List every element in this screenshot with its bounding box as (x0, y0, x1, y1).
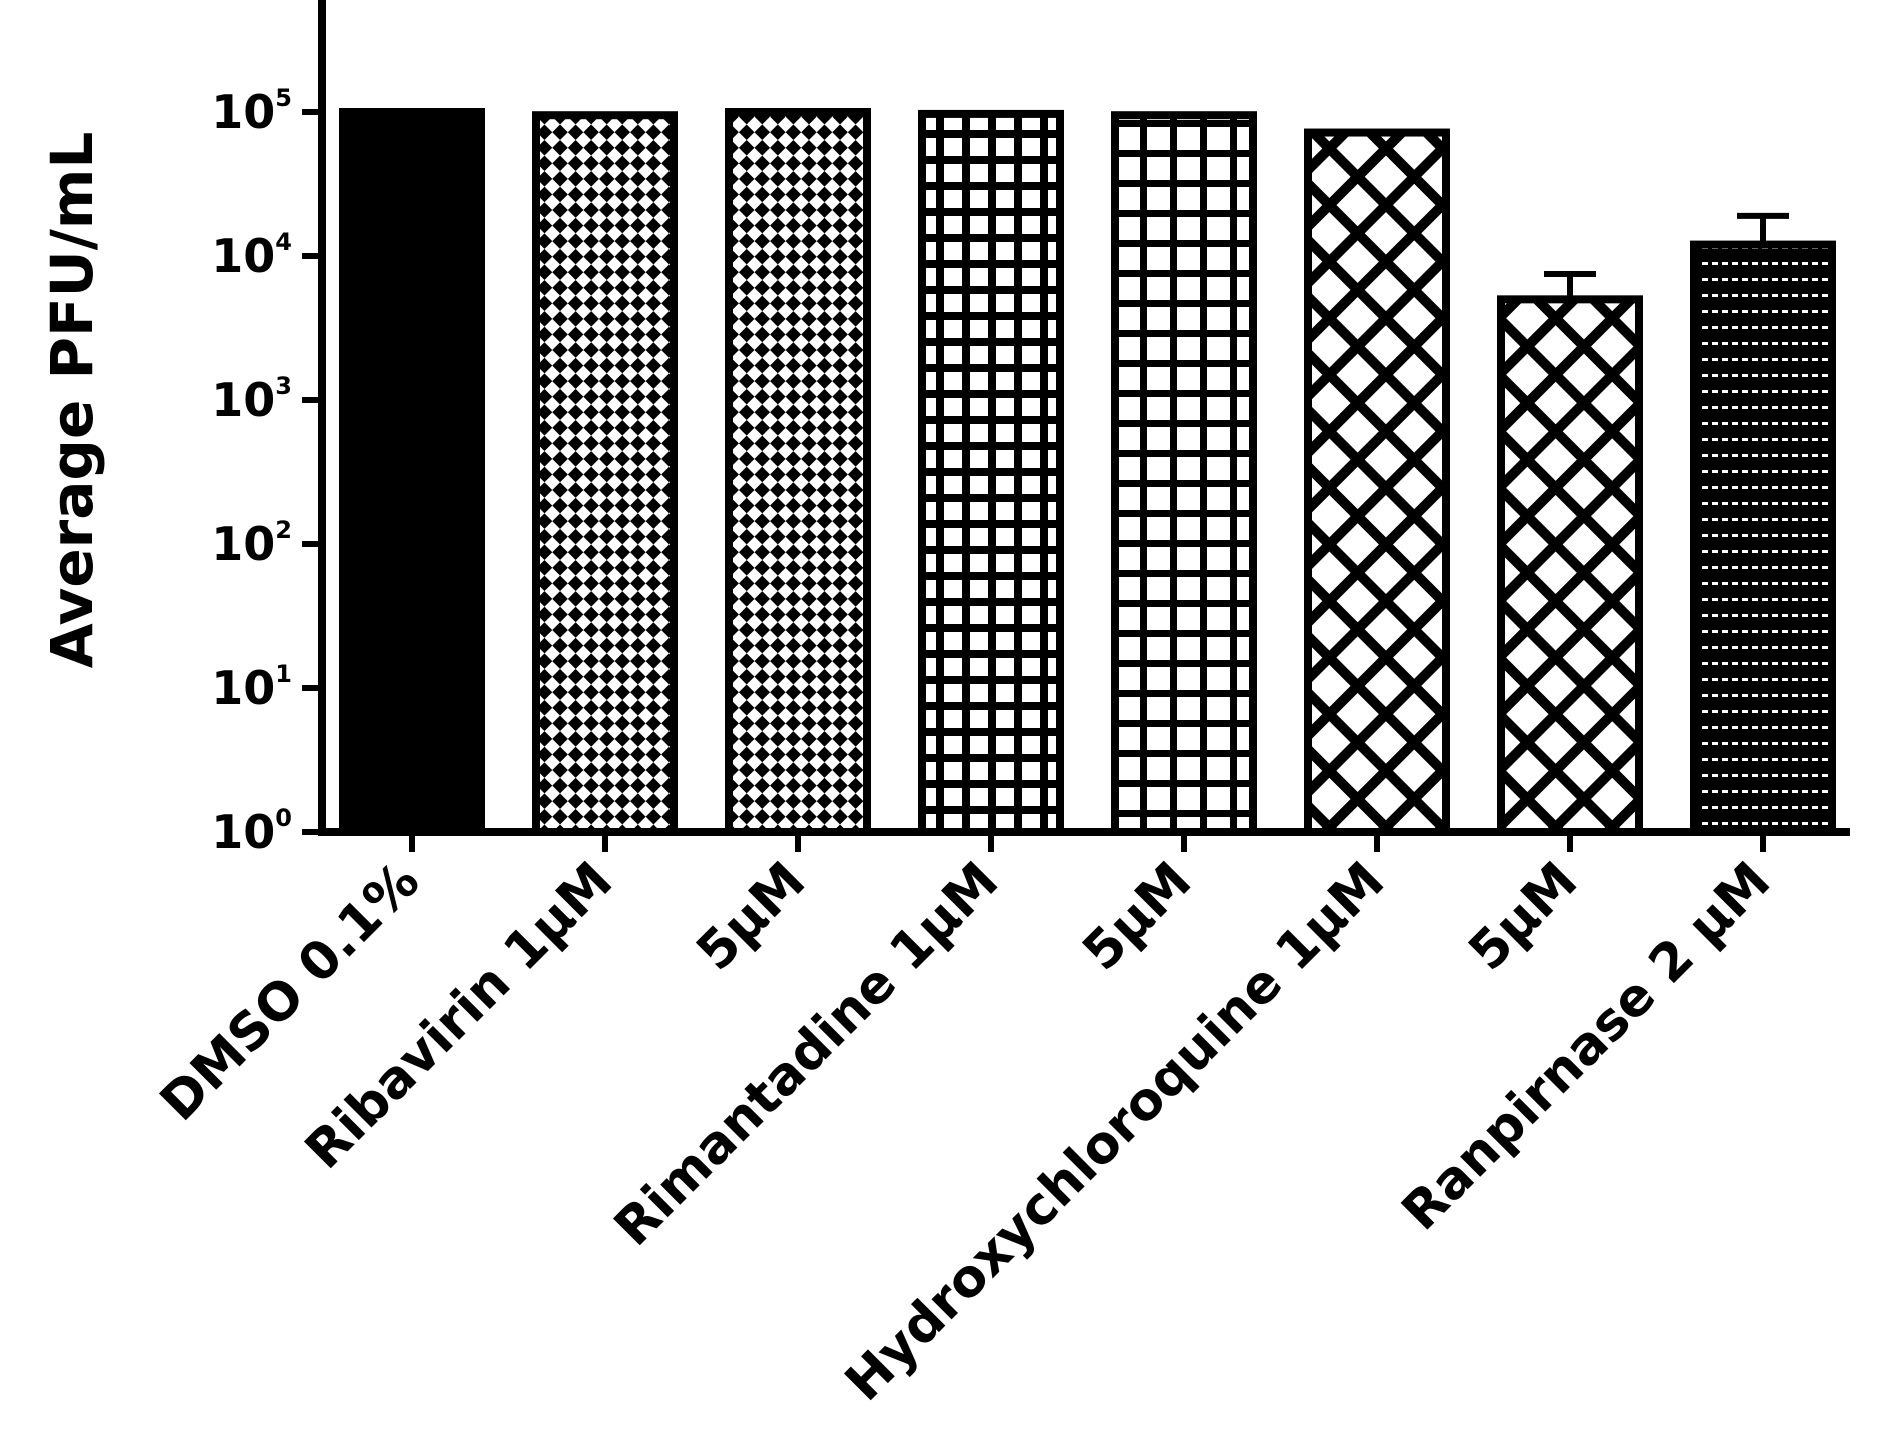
y-tick-exponent: 2 (275, 516, 292, 544)
bar (1111, 111, 1257, 836)
y-tick-base: 10 (211, 661, 275, 715)
y-tick-base: 10 (211, 229, 275, 283)
y-tick-exponent: 3 (275, 372, 292, 400)
bar (339, 108, 485, 836)
bar (1497, 295, 1643, 836)
bar (1304, 128, 1450, 836)
y-tick-base: 10 (211, 805, 275, 859)
y-axis-title: Average PFU/mL (38, 132, 106, 669)
y-tick-exponent: 5 (275, 84, 292, 112)
x-tick-label: 5μM (1072, 851, 1204, 983)
bars (339, 108, 1836, 837)
y-tick-exponent: 4 (275, 228, 292, 256)
bar (1690, 240, 1836, 836)
x-tick-label: 5μM (1458, 851, 1590, 983)
y-tick-base: 10 (211, 517, 275, 571)
y-tick-label: 105 (211, 84, 292, 139)
y-tick-exponent: 0 (275, 804, 292, 832)
y-tick-label: 102 (211, 516, 292, 571)
y-tick-label: 100 (211, 804, 292, 859)
y-tick-base: 10 (211, 373, 275, 427)
y-tick-label: 103 (211, 372, 292, 427)
bar (918, 109, 1064, 837)
y-tick-label: 104 (211, 228, 292, 283)
y-tick-base: 10 (211, 85, 275, 139)
x-tick-label: 5μM (686, 851, 818, 983)
bar (725, 108, 871, 836)
x-tick-label: Ranpirnase 2 μM (1391, 851, 1782, 1242)
x-tick-label: Rimantadine 1μM (603, 851, 1010, 1258)
bar (532, 111, 678, 836)
y-tick-label: 101 (211, 660, 292, 715)
y-tick-exponent: 1 (275, 660, 292, 688)
